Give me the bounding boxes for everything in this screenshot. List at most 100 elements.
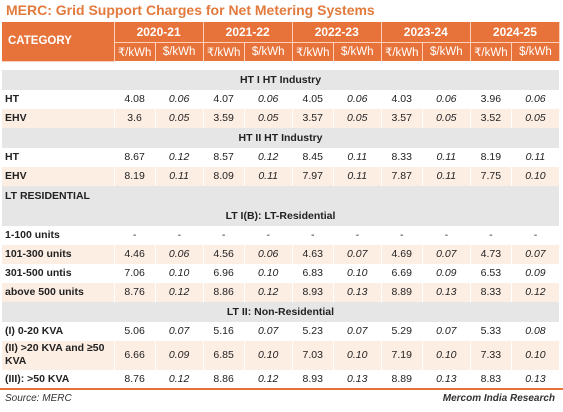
inr-value-cell: 8.45: [292, 147, 334, 167]
inr-value-cell: 7.03: [292, 340, 334, 370]
inr-value-cell: 5.06: [114, 321, 156, 341]
usd-value-cell: 0.10: [244, 263, 293, 283]
inr-value-cell: 3.57: [381, 108, 423, 128]
usd-value-cell: 0.06: [155, 244, 204, 264]
inr-value-cell: 6.85: [203, 340, 245, 370]
inr-value-cell: 8.89: [381, 369, 423, 389]
usd-value-cell: 0.05: [155, 108, 204, 128]
table-row: HT 8.67 0.12 8.57 0.12 8.45 0.11 8.33 0.11 8.19 0.…: [2, 147, 561, 167]
row-label: EHV: [2, 108, 115, 128]
inr-value-cell: 7.87: [381, 166, 423, 186]
inr-value-cell: 8.57: [203, 147, 245, 167]
usd-value-cell: 0.05: [244, 108, 293, 128]
inr-value-cell: 5.23: [292, 321, 334, 341]
unit-inr-header: ₹/kWh: [292, 42, 334, 61]
inr-value-cell: 6.96: [203, 263, 245, 283]
section-heading: LT RESIDENTIAL: [2, 185, 560, 206]
row-label: 301-500 untis: [2, 263, 115, 283]
inr-value-cell: 4.69: [381, 244, 423, 264]
usd-value-cell: -: [333, 225, 382, 245]
usd-value-cell: 0.11: [333, 147, 382, 167]
usd-value-cell: 0.07: [155, 321, 204, 341]
usd-value-cell: 0.13: [511, 369, 561, 389]
inr-value-cell: 6.69: [381, 263, 423, 283]
usd-value-cell: 0.10: [155, 263, 204, 283]
inr-value-cell: 6.83: [292, 263, 334, 283]
inr-value-cell: -: [470, 225, 512, 245]
usd-value-cell: 0.05: [511, 108, 561, 128]
inr-value-cell: 8.76: [114, 282, 156, 302]
year-header: 2020-21: [114, 22, 204, 43]
usd-value-cell: 0.06: [244, 244, 293, 264]
unit-usd-header: $/kWh: [244, 42, 293, 61]
section-heading: LT I(B): LT-Residential: [2, 205, 560, 226]
usd-value-cell: 0.12: [244, 369, 293, 389]
unit-usd-header: $/kWh: [155, 42, 204, 61]
inr-value-cell: 3.96: [470, 89, 512, 109]
inr-value-cell: 8.93: [292, 282, 334, 302]
row-label: EHV: [2, 166, 115, 186]
usd-value-cell: -: [422, 225, 471, 245]
table-row: 1-100 units - - - - - - - - - -: [2, 225, 561, 245]
table-row: above 500 units 8.76 0.12 8.86 0.12 8.93 0.13 8…: [2, 282, 561, 302]
usd-value-cell: 0.11: [511, 147, 561, 167]
usd-value-cell: 0.07: [333, 321, 382, 341]
usd-value-cell: 0.11: [422, 147, 471, 167]
usd-value-cell: 0.10: [511, 340, 561, 370]
year-header: 2023-24: [381, 22, 471, 43]
usd-value-cell: 0.13: [422, 369, 471, 389]
inr-value-cell: 3.57: [292, 108, 334, 128]
table-row: EHV 8.19 0.11 8.09 0.11 7.97 0.11 7.87 0.11 7.75 0…: [2, 166, 561, 186]
credit-note: Mercom India Research: [442, 393, 555, 404]
usd-value-cell: 0.08: [511, 321, 561, 341]
inr-value-cell: 8.67: [114, 147, 156, 167]
usd-value-cell: 0.05: [333, 108, 382, 128]
usd-value-cell: 0.09: [511, 263, 561, 283]
usd-value-cell: 0.06: [155, 89, 204, 109]
row-label: (I) 0-20 KVA: [2, 321, 115, 341]
figure-title: MERC: Grid Support Charges for Net Meter…: [6, 2, 375, 18]
inr-value-cell: 8.89: [381, 282, 423, 302]
usd-value-cell: 0.13: [333, 282, 382, 302]
row-label: 1-100 units: [2, 225, 115, 245]
unit-inr-header: ₹/kWh: [470, 42, 512, 61]
usd-value-cell: 0.06: [333, 89, 382, 109]
usd-value-cell: 0.12: [244, 282, 293, 302]
usd-value-cell: 0.11: [333, 166, 382, 186]
unit-usd-header: $/kWh: [422, 42, 471, 61]
row-label: above 500 units: [2, 282, 115, 302]
usd-value-cell: 0.12: [155, 282, 204, 302]
usd-value-cell: -: [511, 225, 561, 245]
inr-value-cell: 6.53: [470, 263, 512, 283]
inr-value-cell: 4.05: [292, 89, 334, 109]
inr-value-cell: 8.19: [114, 166, 156, 186]
inr-value-cell: 4.08: [114, 89, 156, 109]
unit-inr-header: ₹/kWh: [381, 42, 423, 61]
unit-usd-header: $/kWh: [333, 42, 382, 61]
unit-usd-header: $/kWh: [511, 42, 561, 61]
row-label: HT: [2, 89, 115, 109]
inr-value-cell: 3.6: [114, 108, 156, 128]
unit-inr-header: ₹/kWh: [114, 42, 156, 61]
inr-value-cell: 5.16: [203, 321, 245, 341]
usd-value-cell: -: [155, 225, 204, 245]
row-label: (II) >20 KVA and ≥50 KVA: [2, 340, 115, 370]
inr-value-cell: 8.19: [470, 147, 512, 167]
usd-value-cell: 0.12: [244, 147, 293, 167]
usd-value-cell: 0.10: [511, 166, 561, 186]
inr-value-cell: 7.19: [381, 340, 423, 370]
usd-value-cell: 0.11: [422, 166, 471, 186]
usd-value-cell: 0.06: [422, 89, 471, 109]
usd-value-cell: 0.11: [155, 166, 204, 186]
inr-value-cell: 8.33: [381, 147, 423, 167]
usd-value-cell: -: [244, 225, 293, 245]
year-header: 2024-25: [470, 22, 561, 43]
table-row: EHV 3.6 0.05 3.59 0.05 3.57 0.05 3.57 0.05 3.52 0.…: [2, 108, 561, 128]
inr-value-cell: 7.75: [470, 166, 512, 186]
usd-value-cell: 0.13: [333, 369, 382, 389]
inr-value-cell: 4.03: [381, 89, 423, 109]
footer: Source: MERC Mercom India Research: [0, 388, 563, 412]
inr-value-cell: 4.73: [470, 244, 512, 264]
usd-value-cell: 0.06: [244, 89, 293, 109]
